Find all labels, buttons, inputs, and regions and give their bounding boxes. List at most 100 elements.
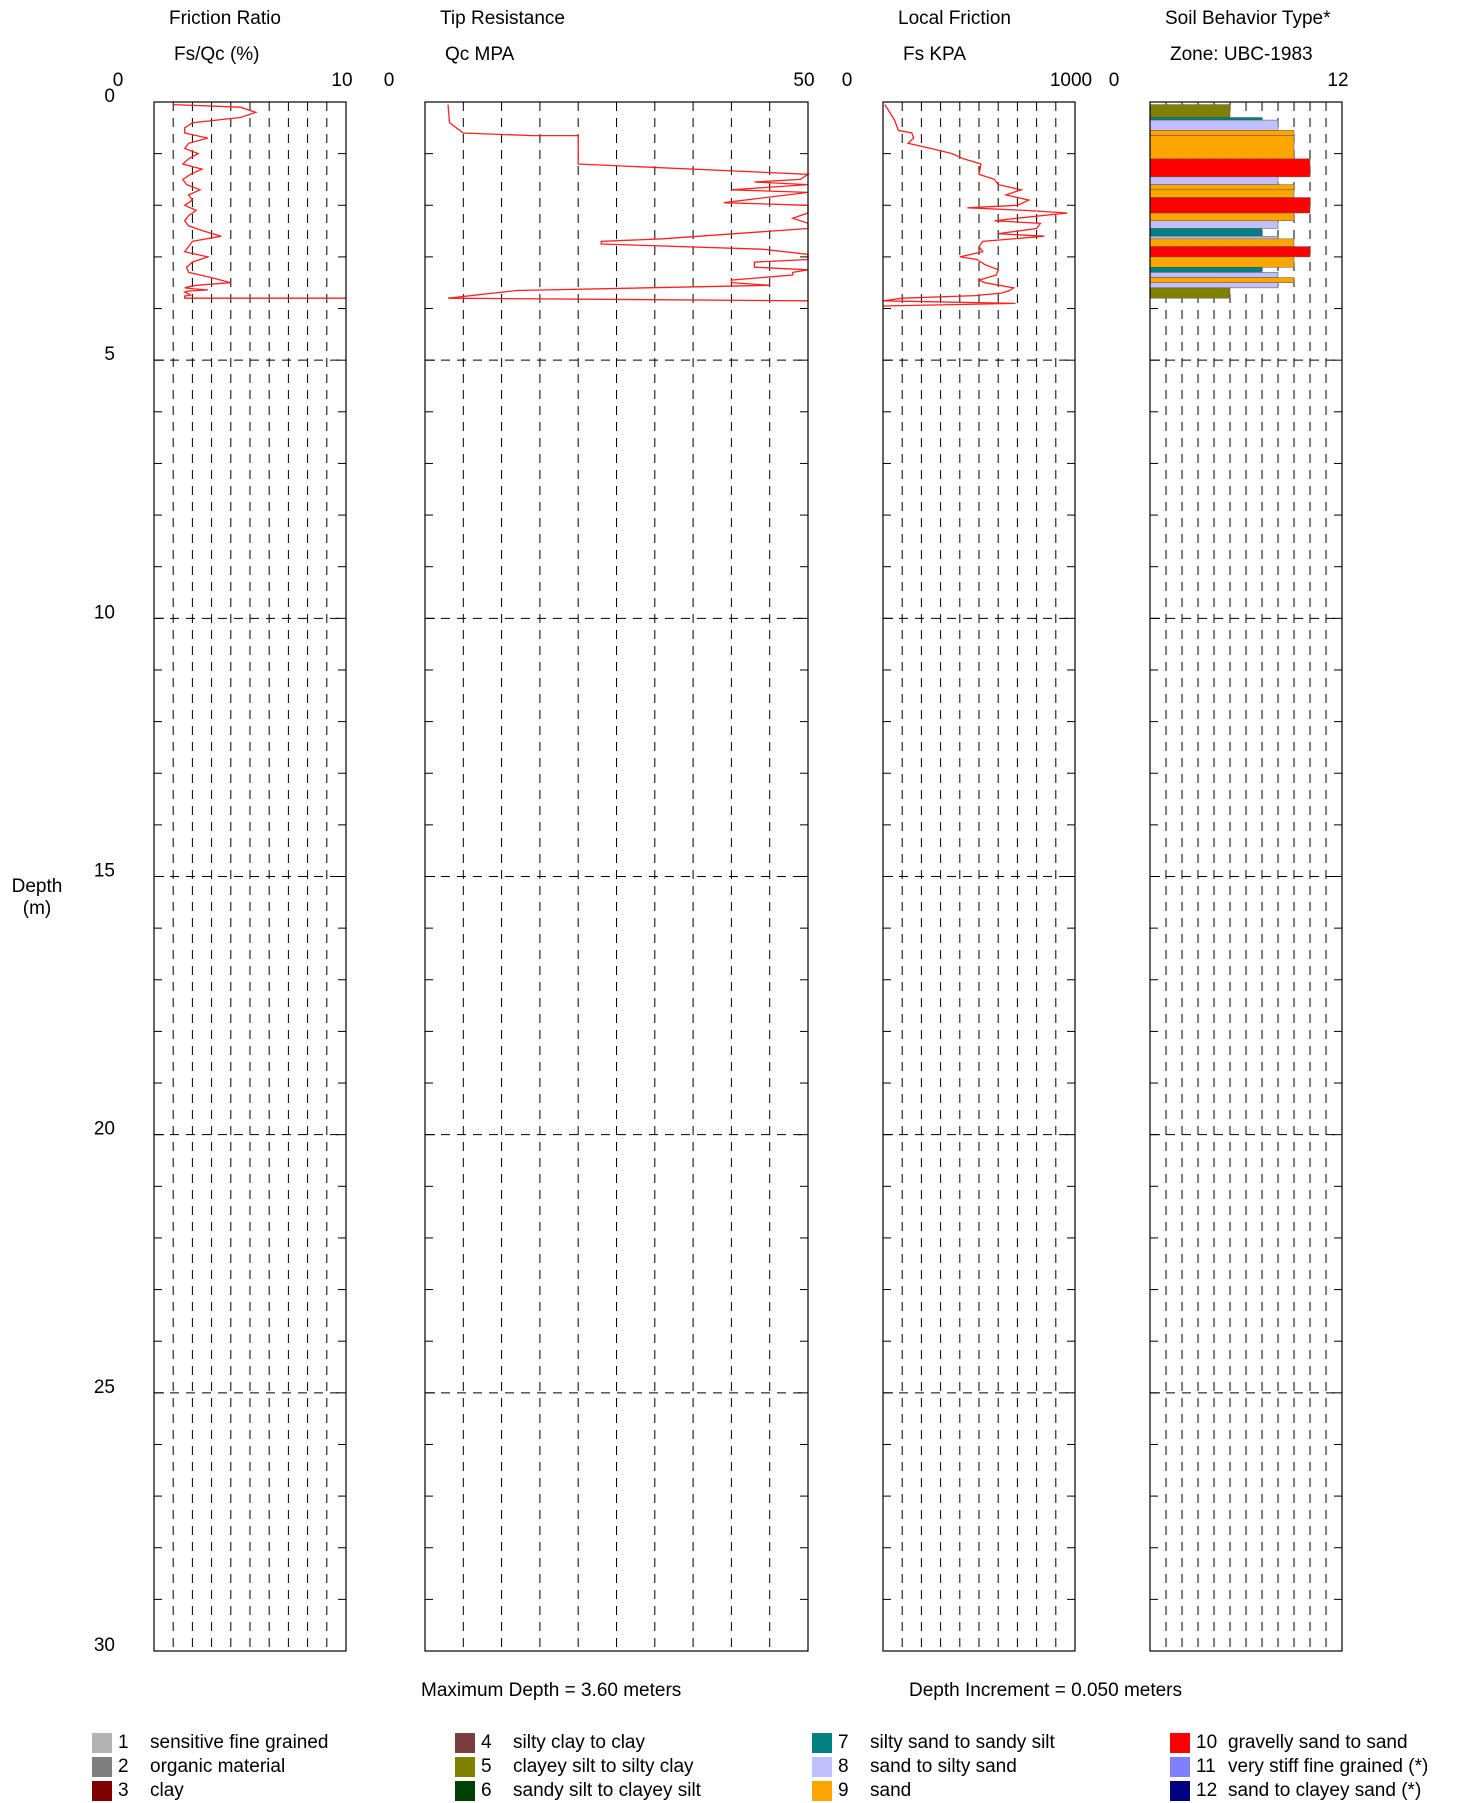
legend-item: 12 sand to clayey sand (*) xyxy=(1170,1779,1421,1803)
legend-zone-label: clay xyxy=(150,1780,184,1801)
legend-item: 10 gravelly sand to sand xyxy=(1170,1731,1408,1755)
legend-zone-label: sand to silty sand xyxy=(870,1756,1017,1777)
legend-item: 8 sand to silty sand xyxy=(812,1755,1017,1779)
legend-zone-label: gravelly sand to sand xyxy=(1228,1732,1408,1753)
soil-zone-bar xyxy=(1149,189,1295,198)
chart-panels: Friction Ratio Fs/Qc (%) 0 10 Tip Resistance… xyxy=(113,8,1349,1652)
legend-zone-number: 2 xyxy=(118,1756,129,1777)
friction-ratio-trace xyxy=(173,103,346,299)
local-friction-xlabel: Fs KPA xyxy=(903,44,966,65)
soil-zone-bar xyxy=(1149,130,1295,136)
legend-item: 2 organic material xyxy=(92,1755,285,1779)
soil-zone-bar xyxy=(1149,220,1279,229)
legend-swatch xyxy=(1170,1757,1190,1777)
depth-axis-unit: (m) xyxy=(23,898,51,919)
legend-swatch xyxy=(812,1733,832,1753)
legend-swatch xyxy=(1170,1781,1190,1801)
friction-ratio-xtick-max: 10 xyxy=(331,70,352,91)
local-friction-frame xyxy=(882,101,1076,1652)
legend-zone-label: sensitive fine grained xyxy=(150,1732,329,1753)
soil-zone-bar xyxy=(1149,184,1295,191)
legend-zone-number: 7 xyxy=(838,1732,849,1753)
depth-tick-label: 20 xyxy=(94,1119,115,1140)
soil-behavior-frame xyxy=(1149,101,1343,1652)
legend-swatch xyxy=(1170,1733,1190,1753)
soil-zone-bar xyxy=(1149,119,1279,131)
depth-axis-label: Depth xyxy=(12,876,63,897)
legend-swatch xyxy=(455,1733,475,1753)
legend-zone-number: 5 xyxy=(481,1756,492,1777)
local-friction-xtick-max: 1000 xyxy=(1050,70,1092,91)
depth-tick-label: 0 xyxy=(104,86,115,107)
legend-zone-label: clayey silt to silty clay xyxy=(513,1756,694,1777)
legend-zone-number: 3 xyxy=(118,1780,129,1801)
local-friction-trace xyxy=(882,104,1068,307)
soil-zone-bar xyxy=(1149,238,1295,247)
soil-zone-bar xyxy=(1149,228,1263,237)
legend-item: 1 sensitive fine grained xyxy=(92,1731,329,1755)
legend-zone-number: 1 xyxy=(118,1732,129,1753)
friction-ratio-xlabel: Fs/Qc (%) xyxy=(174,44,260,65)
soil-behavior-xlabel: Zone: UBC-1983 xyxy=(1170,44,1313,65)
tip-resistance-xtick-min: 0 xyxy=(384,70,395,91)
legend-zone-label: organic material xyxy=(150,1756,286,1777)
soil-zone-bar xyxy=(1149,235,1279,240)
legend-item: 3 clay xyxy=(92,1779,184,1803)
soil-zone-bar xyxy=(1149,212,1295,222)
soil-zone-bar xyxy=(1149,135,1295,160)
legend-zone-number: 8 xyxy=(838,1756,849,1777)
legend-item: 11 very stiff fine grained (*) xyxy=(1170,1755,1428,1779)
soil-zone-bar xyxy=(1149,117,1263,121)
soil-behavior-xtick-min: 0 xyxy=(1109,70,1120,91)
tip-resistance-frame xyxy=(424,101,809,1652)
soil-zone-bar xyxy=(1149,282,1279,289)
soil-zone-bar xyxy=(1149,277,1295,283)
max-depth-note: Maximum Depth = 3.60 meters xyxy=(421,1680,682,1701)
friction-ratio-title: Friction Ratio xyxy=(169,8,281,29)
legend-zone-label: sand to clayey sand (*) xyxy=(1228,1780,1422,1801)
legend-item: 6 sandy silt to clayey silt xyxy=(455,1779,701,1803)
soil-zone-bar xyxy=(1149,176,1279,185)
legend-zone-number: 6 xyxy=(481,1780,492,1801)
friction-ratio-xtick-min: 0 xyxy=(113,70,124,91)
soil-zone-bar xyxy=(1149,197,1311,214)
soil-behavior-panel: Soil Behavior Type* Zone: UBC-1983 0 12 xyxy=(1109,8,1349,1652)
legend-swatch xyxy=(812,1757,832,1777)
legend-item: 9 sand xyxy=(812,1779,911,1803)
local-friction-xtick-min: 0 xyxy=(842,70,853,91)
legend-zone-number: 10 xyxy=(1196,1732,1218,1753)
depth-tick-label: 30 xyxy=(94,1635,115,1656)
soil-zone-bar xyxy=(1149,287,1231,299)
soil-zone-bar xyxy=(1149,272,1279,278)
depth-axis: 0 5 10 15 20 25 30 Depth(m) xyxy=(12,86,115,1656)
tip-resistance-xtick-max: 50 xyxy=(793,70,814,91)
legend-swatch xyxy=(92,1733,112,1753)
soil-zone-bar xyxy=(1149,246,1311,258)
tip-resistance-panel: Tip Resistance Qc MPA 0 50 xyxy=(384,8,815,1652)
legend-zone-label: silty sand to sandy silt xyxy=(870,1732,1055,1753)
soil-zone-bar xyxy=(1149,158,1311,178)
legend-zone-number: 4 xyxy=(481,1732,492,1753)
depth-tick-label: 25 xyxy=(94,1377,115,1398)
depth-tick-label: 15 xyxy=(94,861,115,882)
legend-item: 5 clayey silt to silty clay xyxy=(455,1755,694,1779)
soil-zone-bar xyxy=(1149,104,1231,118)
legend-swatch xyxy=(455,1757,475,1777)
legend-zone-number: 9 xyxy=(838,1780,849,1801)
tip-resistance-title: Tip Resistance xyxy=(440,8,565,29)
friction-ratio-panel: Friction Ratio Fs/Qc (%) 0 10 xyxy=(113,8,353,1652)
legend-swatch xyxy=(812,1781,832,1801)
friction-ratio-frame xyxy=(153,101,347,1652)
legend-zone-number: 11 xyxy=(1196,1756,1216,1777)
legend-zone-number: 12 xyxy=(1196,1780,1218,1801)
legend-item: 7 silty sand to sandy silt xyxy=(812,1731,1055,1755)
soil-zone-bar xyxy=(1149,256,1295,268)
local-friction-panel: Local Friction Fs KPA 0 1000 xyxy=(842,8,1092,1652)
legend-zone-label: silty clay to clay xyxy=(513,1732,645,1753)
depth-increment-note: Depth Increment = 0.050 meters xyxy=(909,1680,1183,1701)
soil-behavior-title: Soil Behavior Type* xyxy=(1165,8,1331,29)
local-friction-title: Local Friction xyxy=(898,8,1011,29)
depth-tick-label: 10 xyxy=(94,602,115,623)
depth-tick-label: 5 xyxy=(104,344,115,365)
